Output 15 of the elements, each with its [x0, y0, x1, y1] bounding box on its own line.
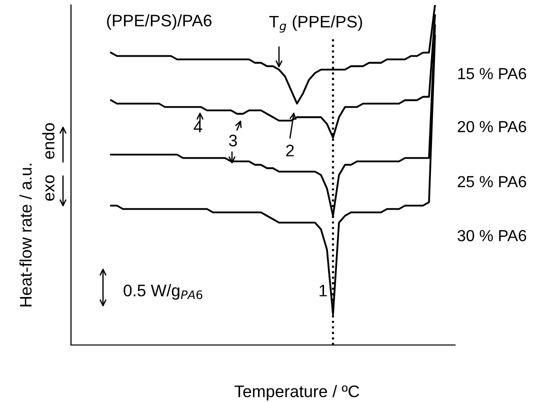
- x-axis-title: Temperature / ºC: [234, 385, 360, 401]
- text: (PPE/PS)/PA6: [107, 14, 212, 30]
- annotation: 3: [229, 134, 237, 146]
- annotation: 2: [286, 144, 294, 156]
- text: exo: [45, 175, 54, 201]
- text: endo: [42, 123, 54, 159]
- annotation: 4: [194, 120, 202, 132]
- text: 15 % PA6: [458, 68, 526, 80]
- annotation: 1: [320, 284, 327, 296]
- text: 30 % PA6: [458, 230, 526, 242]
- text: 25 % PA6: [458, 176, 526, 188]
- annotation: T$_{g}$ (PPE/PS): [269, 15, 362, 33]
- text: 20 % PA6: [458, 120, 526, 132]
- y-axis-title: Heat-flow rate / a.u.: [19, 164, 32, 306]
- annotation: 0.5 W/g$_{PA6}$: [124, 284, 202, 300]
